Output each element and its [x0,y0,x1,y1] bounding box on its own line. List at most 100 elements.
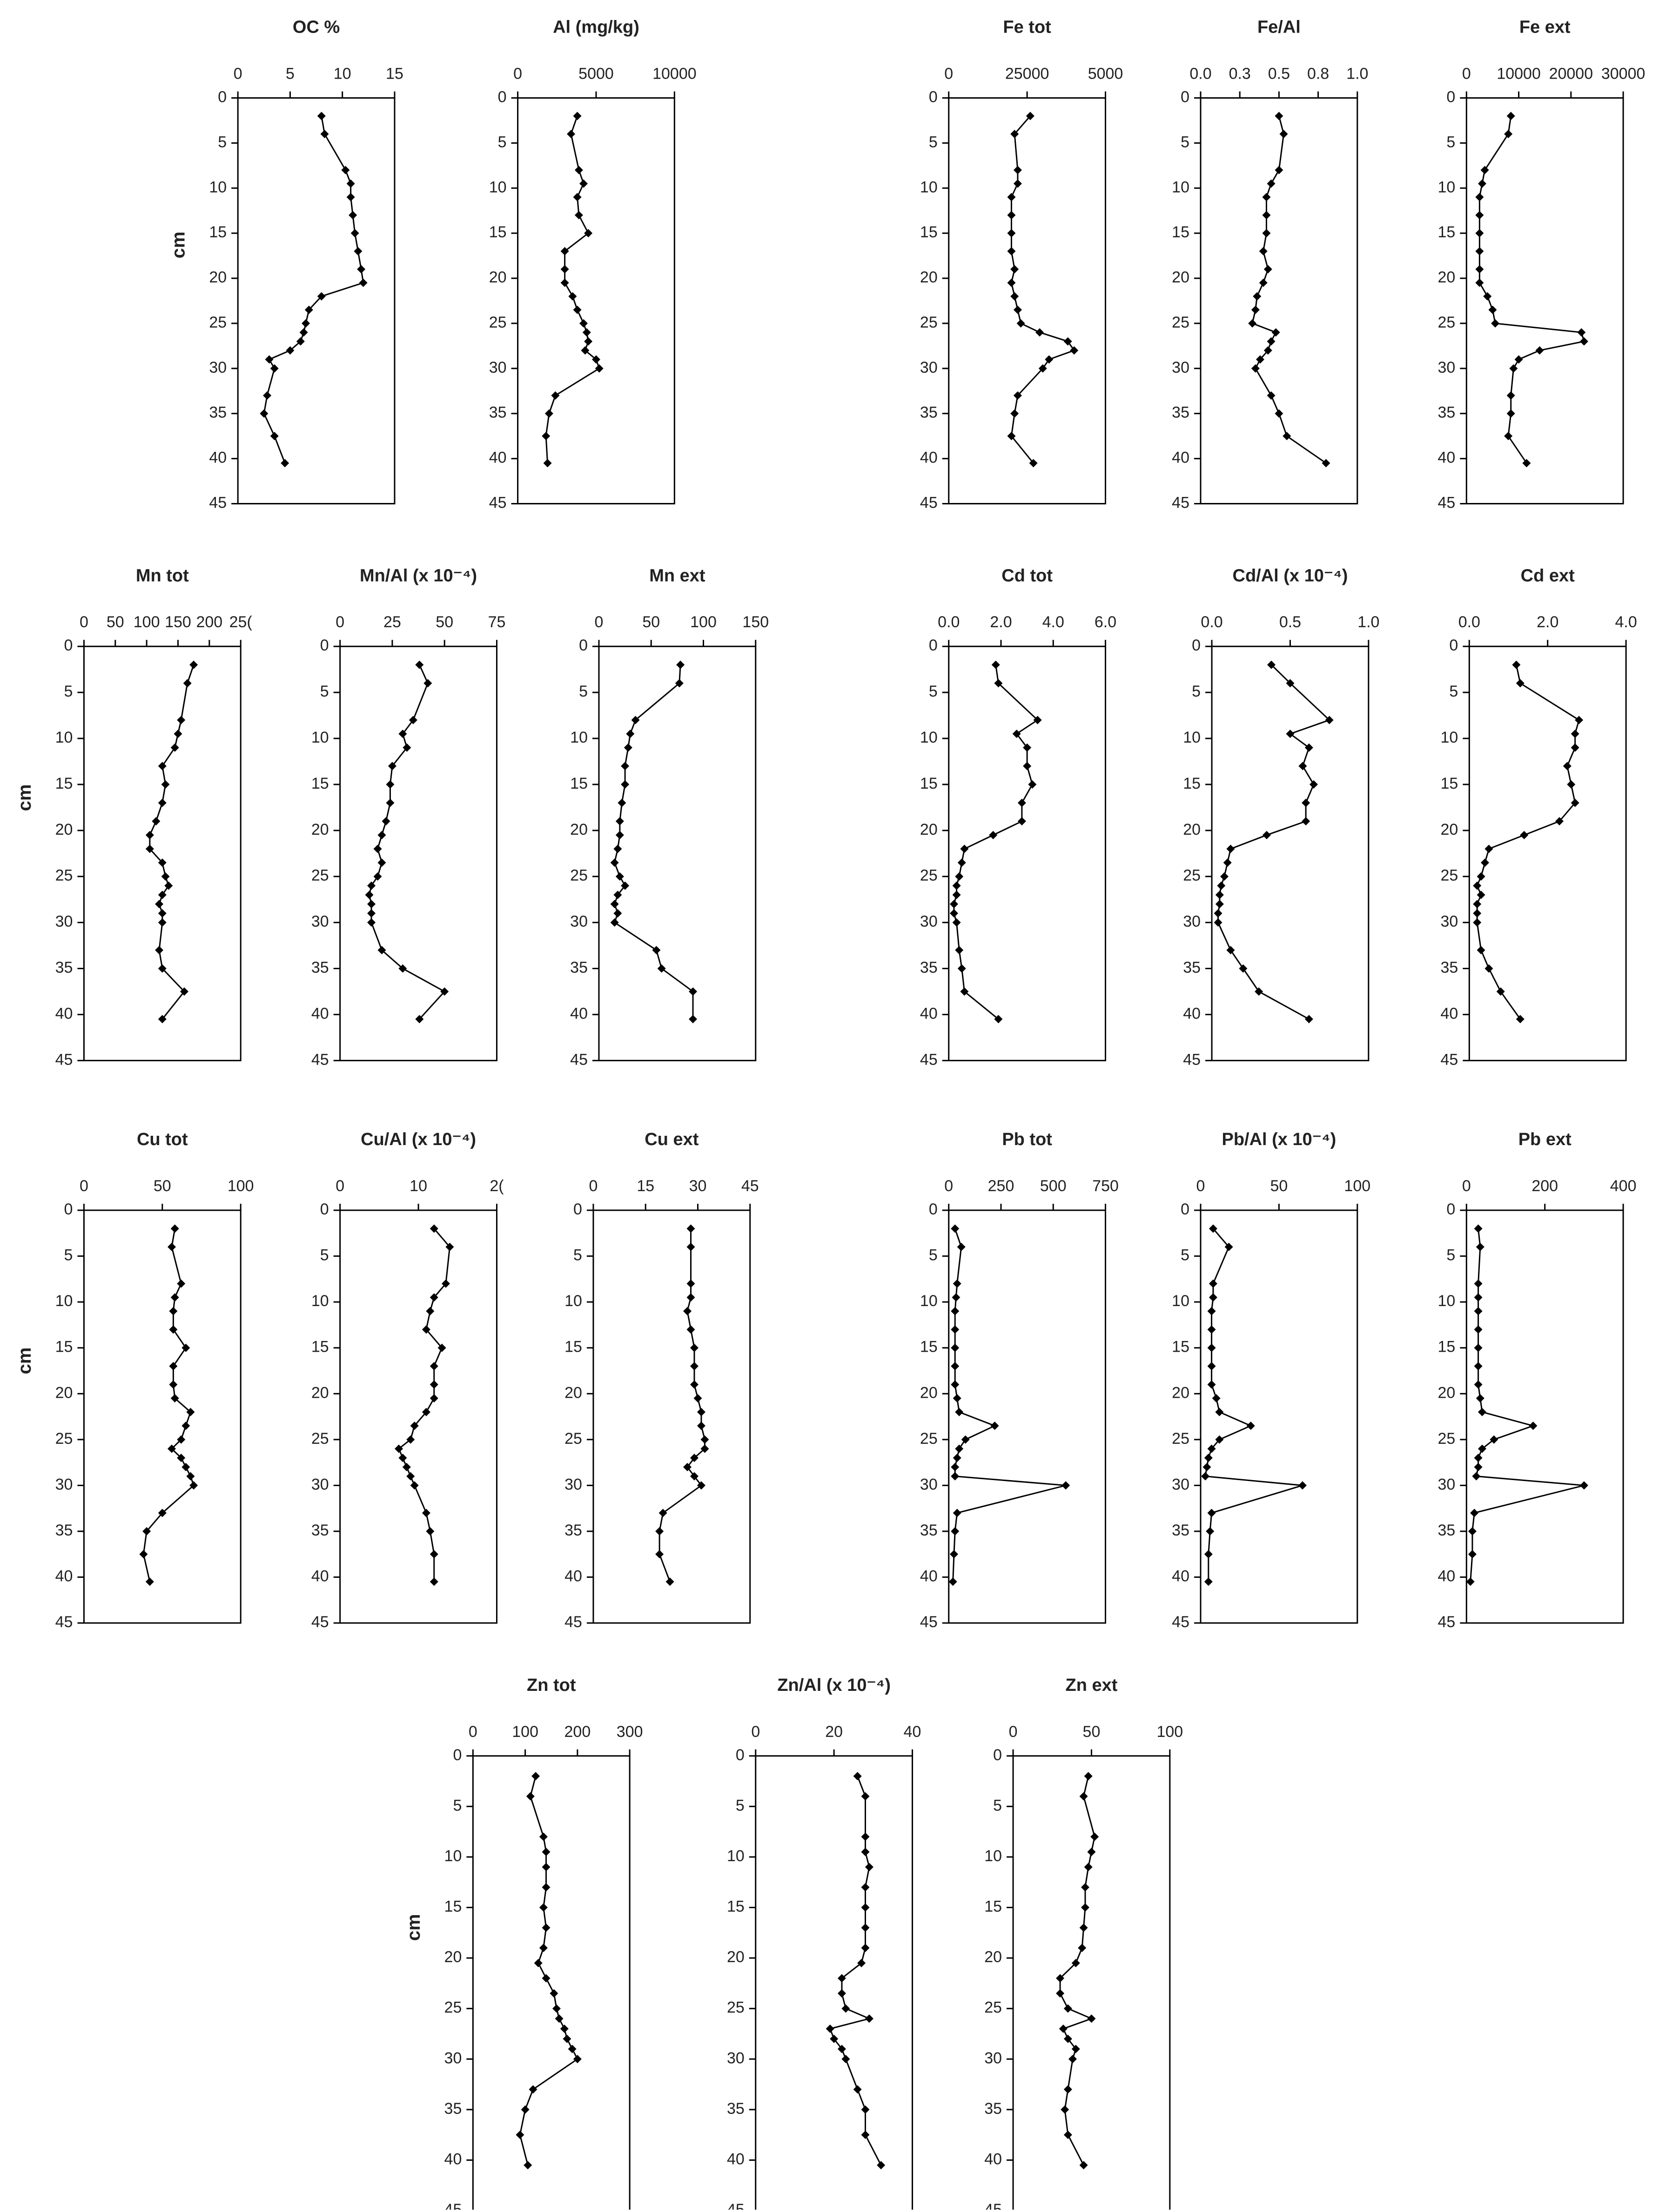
y-tick-label: 45 [570,1051,588,1068]
data-point [1212,1394,1221,1403]
x-tick-label: 100 [228,1177,254,1195]
y-tick-label: 0 [929,637,938,654]
y-tick-label: 0 [498,88,507,106]
y-tick-label: 35 [311,959,329,976]
y-tick-label: 5 [929,683,938,700]
data-point [317,292,326,301]
data-point [953,1279,961,1288]
y-tick-label: 20 [55,1384,73,1401]
data-point [1207,1362,1216,1371]
data-point [1474,1454,1483,1462]
data-point [676,660,685,669]
data-point [1028,780,1037,789]
data-point [615,872,624,881]
data-point [1202,1463,1211,1472]
data-point [1079,1923,1088,1932]
data-point [1013,179,1022,188]
data-point [539,1832,548,1841]
x-tick-label: 20 [825,1723,843,1741]
data-point [1466,1577,1475,1586]
data-point [1302,798,1310,807]
data-point [1522,459,1531,468]
data-point [1474,1224,1483,1233]
data-point [568,2044,577,2053]
y-tick-label: 10 [489,178,507,196]
y-tick-label: 35 [311,1522,329,1539]
data-point [1255,987,1263,996]
y-tick-label: 40 [920,449,938,467]
y-tick-label: 25 [311,867,329,885]
y-tick-label: 25 [1441,867,1458,885]
data-point [1488,305,1497,314]
data-point [951,1224,960,1233]
x-tick-label: 0 [1462,1177,1471,1195]
data-point [1509,364,1518,373]
y-tick-label: 0 [320,1200,329,1218]
data-point [1056,1974,1065,1983]
data-point [1017,798,1026,807]
data-point [539,1944,548,1952]
y-tick-label: 40 [1438,1568,1456,1585]
data-point [951,1527,960,1535]
data-point [423,679,432,688]
data-point [152,817,161,826]
plot-frame [517,97,675,505]
data-point [181,1421,190,1430]
data-point [430,1550,438,1559]
data-point [582,328,591,337]
data-point [304,305,313,314]
data-point [524,2161,532,2170]
data-point [516,2131,524,2139]
x-tick-label: 50 [1083,1723,1101,1741]
data-point [1579,337,1588,346]
data-point [422,1508,430,1517]
x-tick-label: 30000 [1601,65,1645,82]
data-point [1475,211,1484,220]
x-tick-label: 0 [944,65,953,82]
data-point [613,909,622,918]
data-point [422,1408,430,1416]
x-tick-label: 15 [637,1177,654,1195]
y-tick-label: 45 [444,2201,462,2210]
y-tick-label: 20 [727,1948,745,1966]
y-tick-label: 30 [1438,359,1456,376]
y-tick-label: 35 [55,959,73,976]
y-tick-label: 15 [1172,223,1189,241]
data-point [1267,660,1276,669]
y-tick-label: 0 [1446,88,1455,106]
y-tick-label: 10 [570,729,588,746]
x-tick-label: 4.0 [1615,613,1637,631]
data-point [544,409,553,418]
y-tick-label: 5 [1446,133,1455,151]
data-point [445,1242,454,1251]
data-point [1567,780,1576,789]
data-point [1579,1481,1588,1490]
x-tick-label: 0 [80,613,88,631]
data-point [1207,1343,1216,1352]
data-point [955,872,964,881]
y-tick-label: 35 [1183,959,1201,976]
data-point [1535,346,1544,355]
x-tick-label: 0 [80,1177,88,1195]
data-point [189,660,198,669]
data-point [700,1444,709,1453]
y-tick-label: 40 [570,1005,588,1022]
data-point [1575,716,1584,724]
panel-title: Pb/Al (x 10⁻⁴) [1222,1130,1336,1149]
data-point [573,305,582,314]
x-tick-label: 30 [689,1177,707,1195]
y-axis-label: cm [168,232,189,259]
data-point [853,1772,862,1781]
data-point [1478,179,1487,188]
data-point [386,798,395,807]
data-point [1033,716,1042,724]
plot-frame [592,1209,751,1624]
plot-frame [1200,1209,1358,1624]
data-point [957,964,966,973]
data-point [613,891,622,899]
data-point [1204,1550,1213,1559]
data-point [168,1242,176,1251]
data-point [560,247,569,255]
data-point [1512,660,1521,669]
data-point [1577,328,1586,337]
